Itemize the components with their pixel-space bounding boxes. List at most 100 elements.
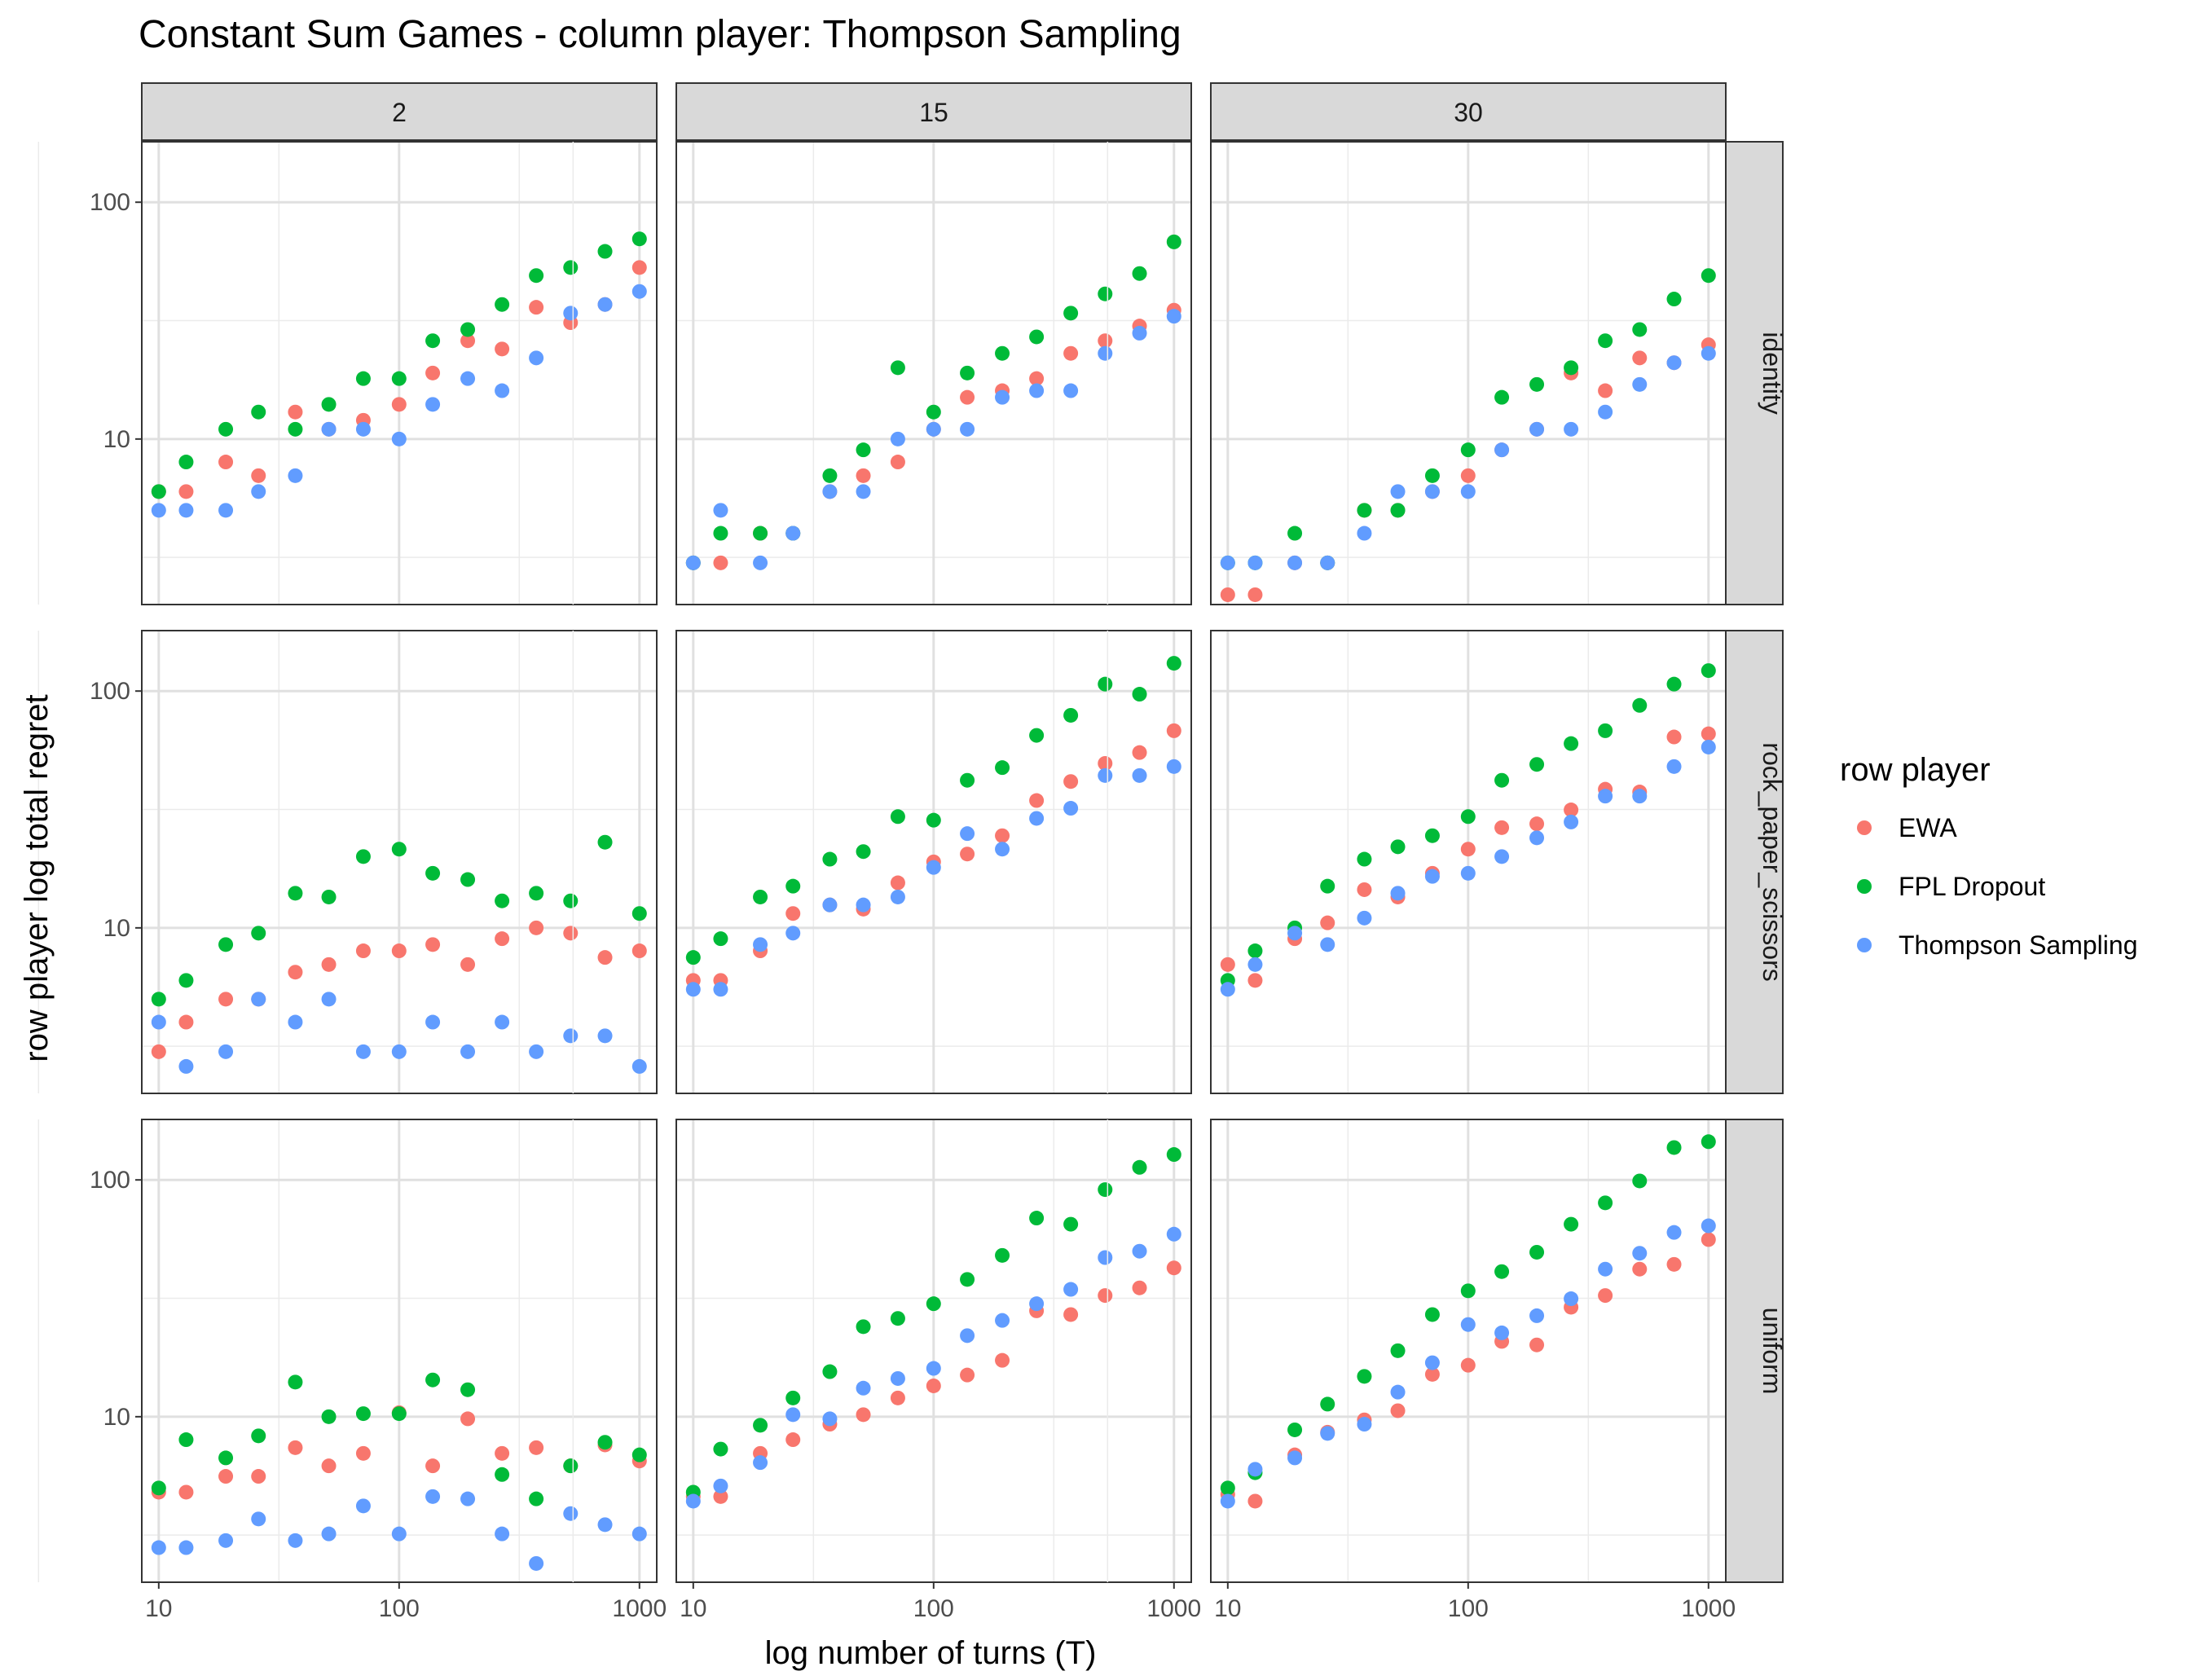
data-point [822,851,838,867]
data-point [597,1028,613,1044]
data-point [685,982,701,997]
data-point [856,897,871,913]
data-point [288,1440,303,1455]
data-point [890,360,905,376]
data-point [288,886,303,901]
data-point [1460,865,1476,881]
data-point [1166,1260,1181,1276]
data-point [1666,1140,1682,1155]
x-tick-label: 10 [680,1595,706,1622]
data-point [960,1272,975,1287]
data-point [425,1014,441,1030]
data-point [785,526,801,541]
data-point [753,889,768,904]
data-point [597,297,613,312]
data-point [391,431,407,446]
data-point [529,1491,544,1506]
data-point [251,992,266,1007]
data-point [355,1445,371,1461]
data-point [321,889,337,904]
data-point [1564,1216,1579,1232]
data-point [1320,915,1335,930]
data-point [178,1484,194,1500]
data-point [1132,767,1147,783]
data-point [563,893,579,908]
data-point [1166,1226,1181,1242]
data-point [890,455,905,470]
data-point [1357,526,1372,541]
legend-title: row player [1840,752,1991,788]
panel-rock_paper_scissors-15 [572,630,1192,1094]
data-point [391,1406,407,1422]
data-point [460,371,476,386]
data-point [1029,371,1045,386]
data-point [425,365,441,380]
legend-entry-label: Thompson Sampling [1899,930,2137,960]
data-point [178,973,194,988]
data-point [1390,484,1406,499]
data-point [753,555,768,570]
data-point [1666,759,1682,774]
data-point [926,404,941,420]
data-point [960,421,975,437]
data-point [1063,306,1079,321]
data-point [460,957,476,972]
data-point [1494,389,1510,405]
data-point [151,1014,166,1030]
data-point [288,965,303,980]
data-point [1632,376,1648,392]
data-point [1320,878,1335,894]
data-point [1390,1403,1406,1418]
data-point [1424,1355,1440,1370]
data-point [1564,814,1579,829]
data-point [960,1328,975,1344]
data-point [713,1441,728,1457]
panel-identity-15 [572,141,1192,605]
data-point [822,1364,838,1379]
data-point [495,1445,510,1461]
data-point [1666,292,1682,307]
data-point [321,1409,337,1424]
data-point [218,1044,234,1059]
data-point [685,950,701,965]
data-point [1424,484,1440,499]
data-point [529,350,544,366]
data-point [218,1533,234,1548]
data-point [251,468,266,483]
data-point [597,1517,613,1533]
data-point [495,1014,510,1030]
data-point [321,992,337,1007]
data-point [1320,555,1335,570]
data-point [713,1489,728,1504]
data-point [995,389,1010,405]
data-point [1529,376,1545,392]
data-point [1424,1307,1440,1322]
data-point [355,1044,371,1059]
data-point [631,231,647,247]
data-point [495,341,510,357]
panel-uniform-2: 10 100 10 100 1000 [37,1119,667,1622]
data-point [1701,663,1716,679]
data-point [218,503,234,518]
data-point [151,1480,166,1496]
data-point [425,937,441,952]
y-tick-label: 100 [90,189,130,216]
data-point [391,1526,407,1541]
data-point [1247,943,1263,959]
data-point [251,926,266,941]
data-point [631,1447,647,1462]
data-point [563,1028,579,1044]
data-point [631,906,647,921]
data-point [151,1540,166,1555]
data-point [753,1455,768,1471]
data-point [288,421,303,437]
facet-strip-label: 30 [1454,98,1483,127]
data-point [1494,820,1510,835]
data-point [460,1044,476,1059]
data-point [1287,1422,1303,1437]
panel-border [675,630,1192,1094]
data-point [1390,503,1406,518]
data-point [1320,1396,1335,1412]
data-point [1166,1147,1181,1163]
data-point [563,260,579,275]
